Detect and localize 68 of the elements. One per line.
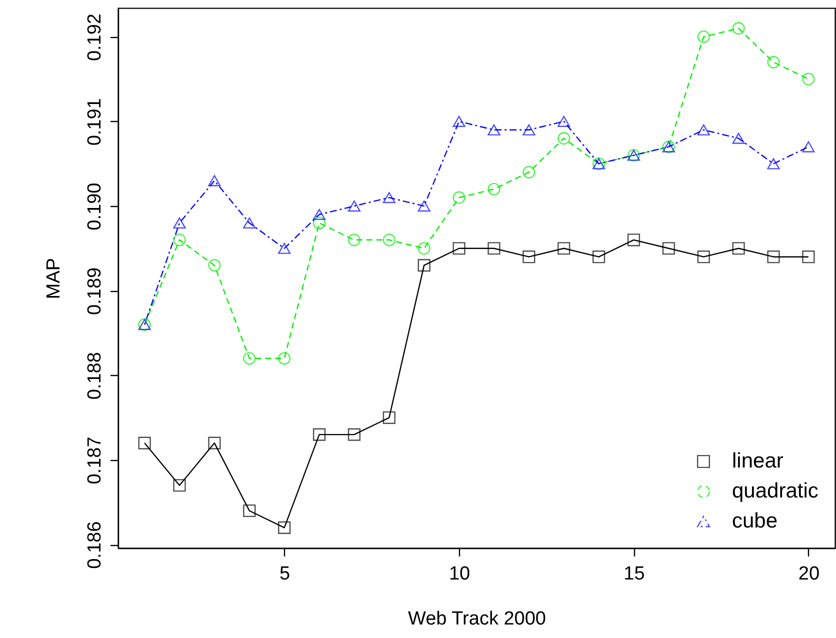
point	[488, 182, 500, 196]
point	[697, 250, 710, 264]
point	[208, 436, 221, 450]
point	[243, 504, 256, 518]
x-axis-title: Web Track 2000	[408, 608, 546, 630]
point	[522, 124, 536, 136]
point	[488, 242, 500, 255]
point	[558, 242, 570, 255]
point	[732, 132, 745, 144]
x-tick-label: 10	[448, 564, 470, 584]
point	[452, 191, 466, 204]
point	[802, 72, 815, 86]
point	[732, 22, 745, 35]
x-tick-label: 5	[280, 564, 290, 584]
point	[697, 30, 710, 44]
point	[418, 259, 430, 272]
point	[522, 166, 536, 178]
point	[312, 208, 326, 220]
legend-label: cube	[732, 510, 778, 532]
point	[312, 216, 326, 230]
point	[767, 250, 780, 264]
point	[802, 141, 815, 152]
point	[418, 200, 430, 212]
point	[802, 250, 815, 264]
y-tick-label: 0.190	[84, 182, 106, 230]
point	[173, 479, 186, 492]
point	[558, 132, 570, 145]
point	[138, 436, 151, 450]
point	[278, 242, 291, 254]
point	[697, 124, 710, 136]
point	[627, 234, 640, 246]
point	[558, 116, 570, 127]
point	[382, 192, 396, 204]
point	[732, 242, 745, 255]
point	[488, 124, 500, 136]
point	[382, 234, 396, 246]
y-tick-label: 0.186	[84, 521, 106, 569]
point	[348, 234, 361, 246]
point	[522, 250, 536, 264]
point	[173, 217, 186, 229]
point	[452, 116, 466, 127]
point	[312, 428, 326, 441]
y-tick-label: 0.189	[84, 267, 106, 315]
legend-label: quadratic	[732, 480, 818, 502]
point	[348, 428, 361, 441]
point	[767, 158, 780, 170]
point	[662, 242, 675, 255]
point	[592, 250, 606, 264]
point	[243, 352, 256, 365]
point	[452, 242, 466, 255]
point	[278, 352, 291, 365]
point	[278, 521, 291, 534]
x-tick-label: 15	[624, 564, 645, 584]
point	[382, 411, 396, 424]
point	[208, 175, 221, 186]
point	[208, 259, 221, 272]
x-tick-label: 20	[798, 564, 820, 584]
y-axis-title: MAP	[44, 258, 64, 300]
point	[348, 200, 361, 212]
point	[243, 217, 256, 229]
legend-label: linear	[732, 450, 784, 472]
y-tick-label: 0.191	[84, 98, 106, 146]
y-tick-label: 0.192	[84, 14, 106, 62]
point	[767, 56, 780, 68]
point	[418, 242, 430, 255]
y-tick-label: 0.187	[84, 436, 106, 484]
y-tick-label: 0.188	[84, 352, 106, 400]
point	[173, 234, 186, 246]
